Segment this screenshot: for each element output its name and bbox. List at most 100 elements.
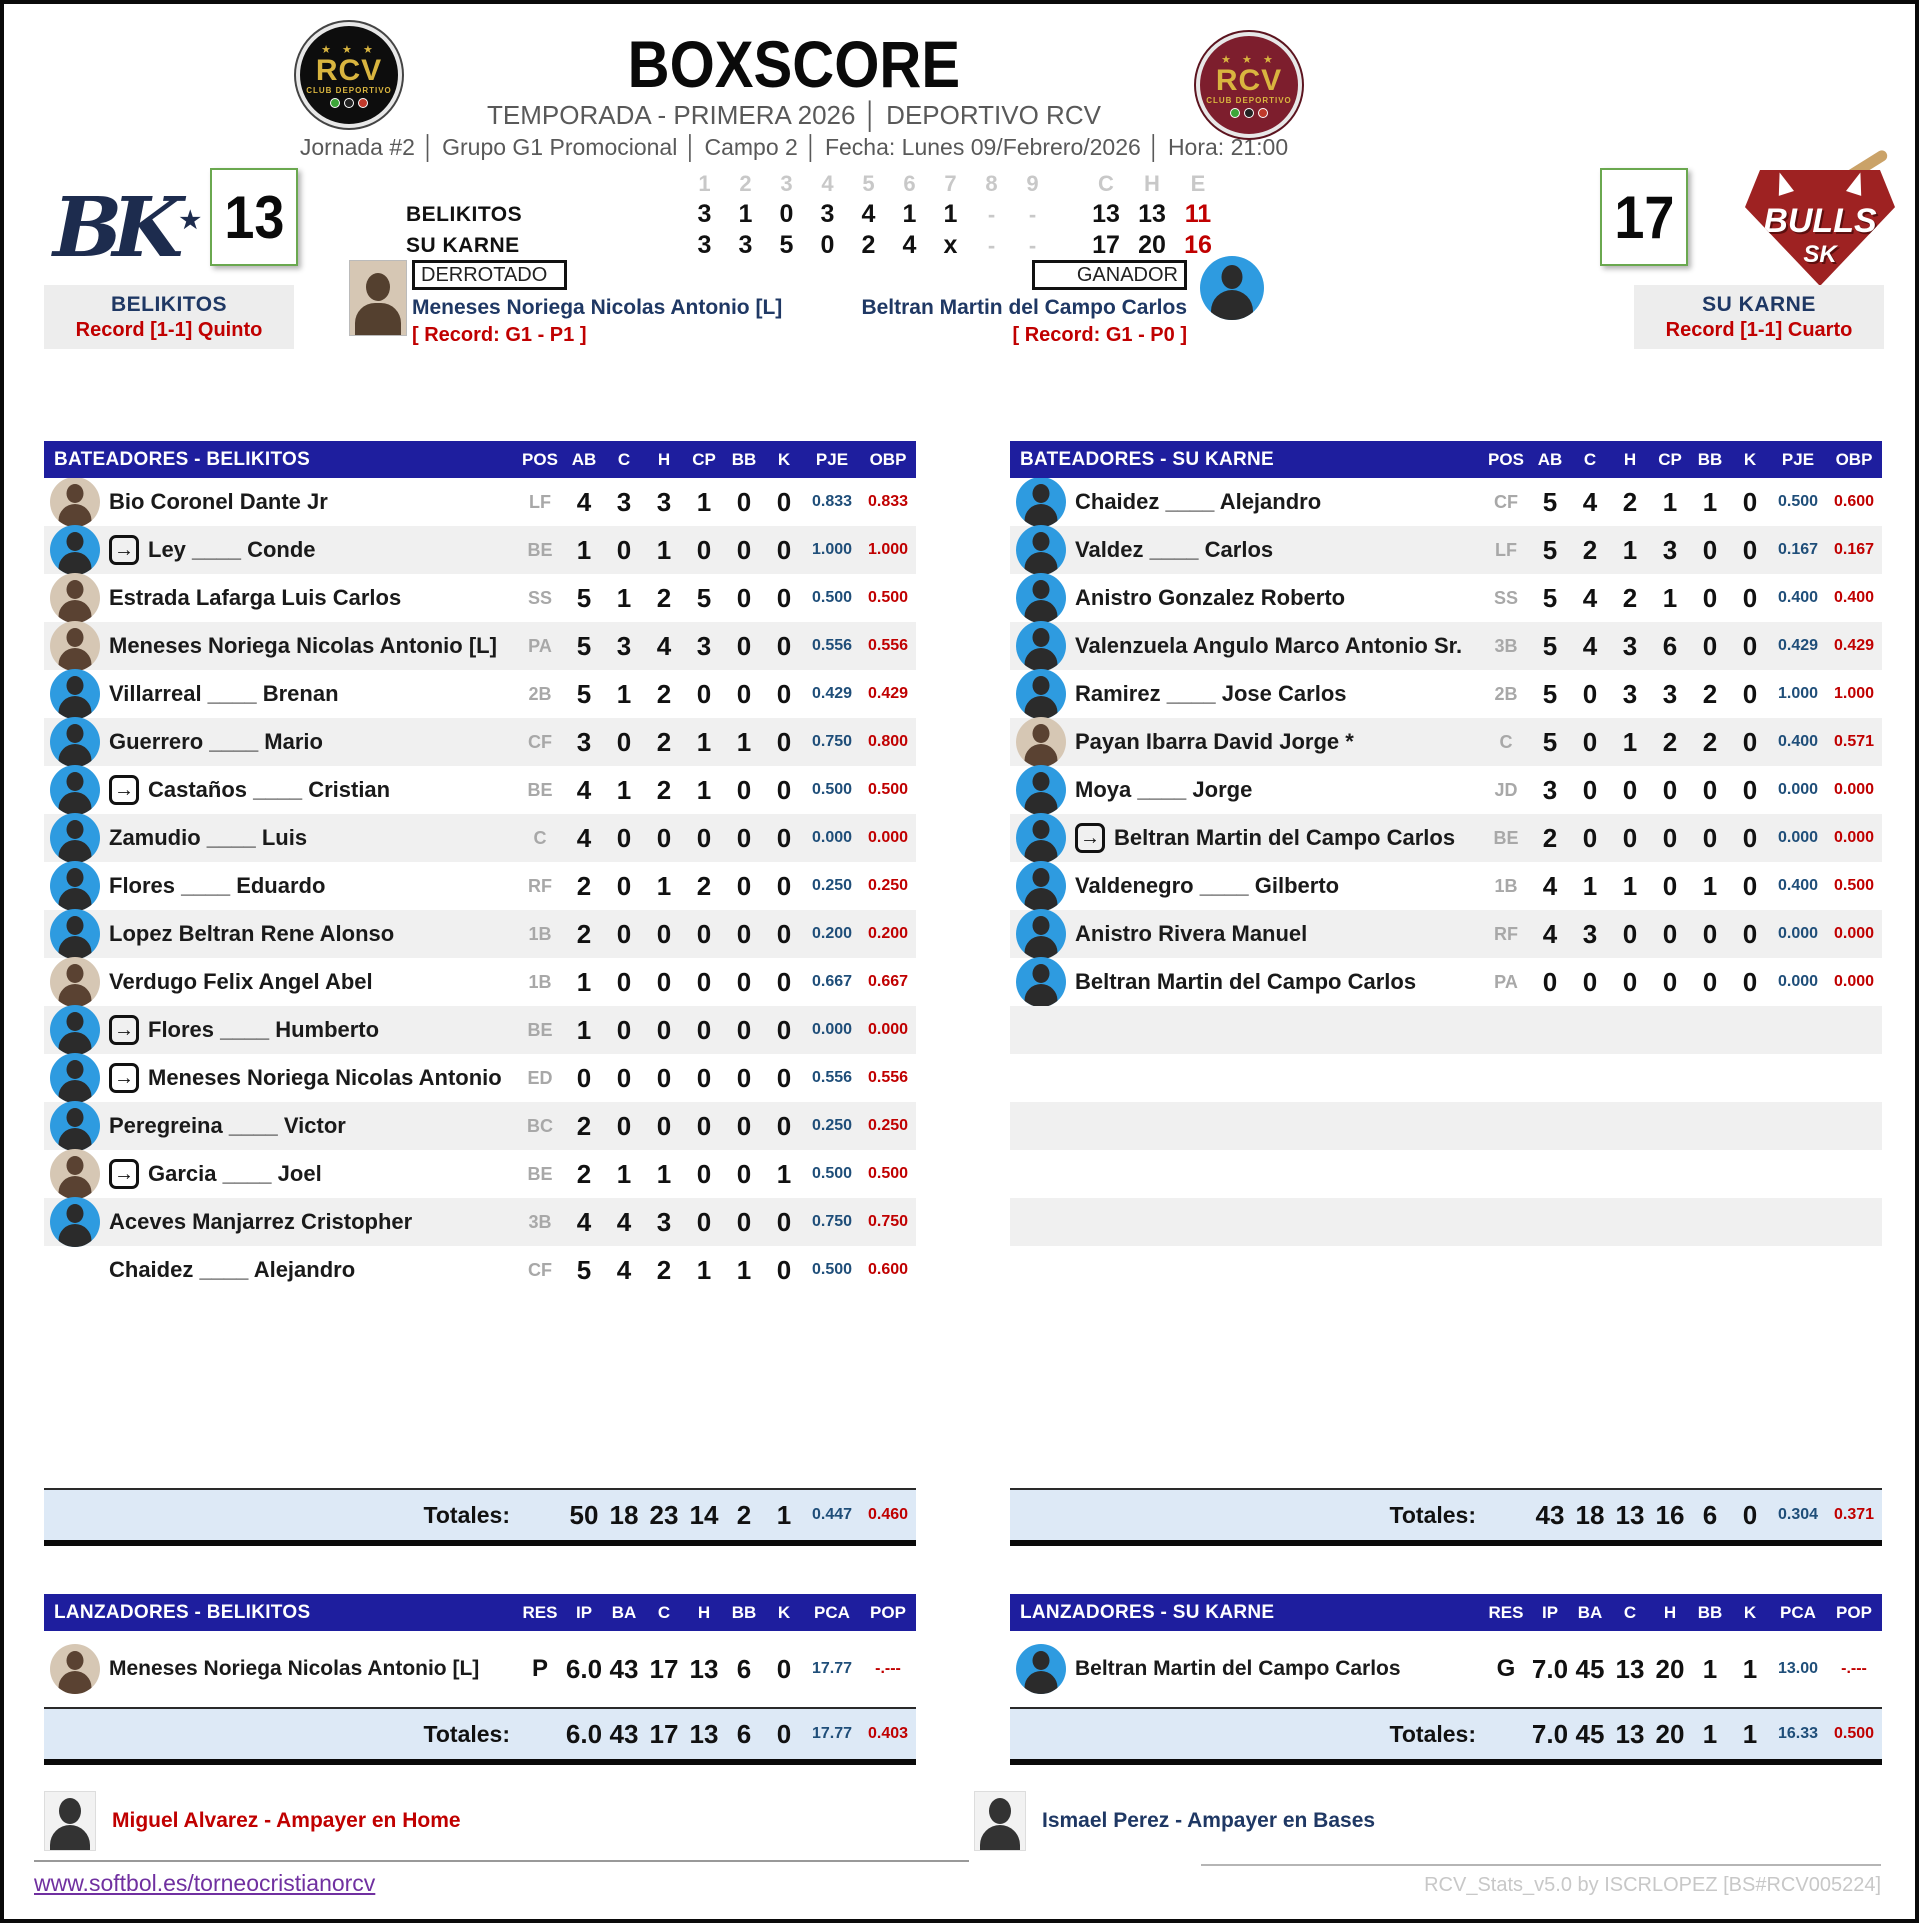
- runs-cell: 17: [649, 1653, 679, 1684]
- footer-link[interactable]: www.softbol.es/torneocristianorcv: [34, 1870, 376, 1896]
- batting-table-belikitos: BATEADORES - BELIKITOS POS AB C H CP BB …: [44, 441, 916, 1546]
- column-header-c: C: [617, 449, 631, 469]
- team-record: Record [1-1] Quinto: [75, 318, 263, 341]
- totals-h: 23: [649, 1499, 679, 1530]
- player-name-area: Peregreina ____ Victor: [44, 1101, 516, 1151]
- column-header-k: K: [777, 449, 791, 469]
- player-row: Lopez Beltran Rene Alonso 1B 2 0 0 0 0 0…: [44, 909, 916, 959]
- hits-cell: 13: [689, 1653, 719, 1684]
- runs-cell: 0: [1582, 966, 1598, 997]
- column-header-c: C: [1623, 1602, 1637, 1622]
- position-cell: 2B: [1494, 683, 1518, 704]
- walks-cell: 0: [1702, 966, 1718, 997]
- totals-ab: 43: [1535, 1499, 1565, 1530]
- strikeouts-cell: 0: [776, 630, 792, 661]
- strikeouts-cell: 0: [776, 1206, 792, 1237]
- player-name-area: Moya ____ Jorge: [1010, 765, 1482, 815]
- walks-cell: 2: [1702, 726, 1718, 757]
- position-cell: BE: [527, 779, 553, 800]
- player-avatar: [50, 813, 100, 863]
- player-avatar: [1016, 861, 1066, 911]
- empty-rows-filler: [1010, 1006, 1882, 1294]
- pitcher-rows: Beltran Martin del Campo Carlos G 7.0 45…: [1010, 1631, 1882, 1707]
- avg-cell: 0.400: [1777, 589, 1819, 606]
- column-header-ip: IP: [575, 1602, 593, 1622]
- season-subtitle: TEMPORADA - PRIMERA 2026 │ DEPORTIVO RCV: [487, 100, 1101, 130]
- player-name-area: Lopez Beltran Rene Alonso: [44, 909, 516, 959]
- logo-sport-dots: [330, 97, 368, 108]
- column-header-h: H: [1663, 1602, 1677, 1622]
- rbi-cell: 3: [696, 630, 712, 661]
- avg-cell: 0.200: [811, 925, 853, 942]
- rbi-cell: 1: [696, 1254, 712, 1285]
- column-header-ip: IP: [1541, 1602, 1559, 1622]
- runs-cell: 0: [1582, 678, 1598, 709]
- team-name: SU KARNE: [1702, 292, 1816, 316]
- column-header-obp: OBP: [1835, 449, 1873, 469]
- ab-cell: 0: [1542, 966, 1558, 997]
- pitcher-row: Meneses Noriega Nicolas Antonio [L] P 6.…: [44, 1631, 916, 1707]
- avg-cell: 0.000: [1777, 973, 1819, 990]
- inning-value: 4: [861, 200, 876, 228]
- player-avatar: [1016, 669, 1066, 719]
- player-name-area: Chaidez ____ Alejandro: [44, 1245, 516, 1295]
- batting-section: BATEADORES - BELIKITOS POS AB C H CP BB …: [4, 441, 1915, 1546]
- avg-cell: 0.000: [1777, 925, 1819, 942]
- column-header-obp: OBP: [869, 449, 907, 469]
- avg-cell: 0.250: [811, 877, 853, 894]
- batters-faced-cell: 43: [609, 1653, 639, 1684]
- logo-stars: ★ ★ ★: [321, 43, 377, 56]
- obp-cell: 0.667: [867, 973, 909, 990]
- rbi-cell: 1: [1662, 486, 1678, 517]
- runs-header: C: [1098, 170, 1114, 196]
- logo-subtext: CLUB DEPORTIVO: [306, 85, 392, 95]
- strikeouts-cell: 0: [776, 1062, 792, 1093]
- player-avatar: [50, 1197, 100, 1247]
- position-cell: 2B: [528, 683, 552, 704]
- column-header-ba: BA: [611, 1602, 637, 1622]
- team-record-card-sukarne: SU KARNE Record [1-1] Cuarto: [1634, 285, 1884, 349]
- strikeouts-cell: 0: [776, 1014, 792, 1045]
- player-avatar: [1016, 1644, 1066, 1694]
- player-name: Anistro Rivera Manuel: [1075, 921, 1308, 946]
- era-cell: 13.00: [1777, 1660, 1819, 1677]
- belikitos-score: 13: [223, 183, 285, 251]
- strikeouts-cell: 0: [1742, 534, 1758, 565]
- hits-cell: 0: [1622, 918, 1638, 949]
- obp-cell: 0.000: [1833, 829, 1875, 846]
- hits-cell: 3: [1622, 678, 1638, 709]
- runs-cell: 13: [1615, 1653, 1645, 1684]
- batting-totals-row: Totales: 50 18 23 14 2 1 0.447 0.460: [44, 1488, 916, 1546]
- player-name: Ramirez ____ Jose Carlos: [1075, 681, 1347, 706]
- player-row: → Ley ____ Conde BE 1 0 1 0 0 0 1.000 1.…: [44, 525, 916, 575]
- hits-cell: 0: [656, 1110, 672, 1141]
- rbi-cell: 5: [696, 582, 712, 613]
- avg-cell: 0.556: [811, 1069, 853, 1086]
- rbi-cell: 0: [696, 678, 712, 709]
- runs-cell: 0: [616, 1062, 632, 1093]
- totals-ba: 43: [609, 1718, 639, 1749]
- player-avatar: [50, 1644, 100, 1694]
- player-name-area: Villarreal ____ Brenan: [44, 669, 516, 719]
- pitcher-row: Beltran Martin del Campo Carlos G 7.0 45…: [1010, 1631, 1882, 1707]
- player-name-area: Payan Ibarra David Jorge *: [1010, 717, 1482, 767]
- runs-cell: 0: [616, 1014, 632, 1045]
- totals-pop: 0.403: [867, 1725, 909, 1742]
- player-avatar: [1016, 717, 1066, 767]
- page-title-text: BOXSCORE: [627, 27, 961, 101]
- runs-cell: 1: [616, 774, 632, 805]
- rbi-cell: 2: [696, 870, 712, 901]
- column-header-cp: CP: [692, 449, 716, 469]
- hits-cell: 2: [656, 726, 672, 757]
- avg-cell: 0.167: [1777, 541, 1819, 558]
- rbi-cell: 2: [1662, 726, 1678, 757]
- player-avatar: [1016, 525, 1066, 575]
- totals-h: 13: [689, 1718, 719, 1749]
- inning-value: -: [1028, 232, 1037, 258]
- walks-cell: 1: [1702, 870, 1718, 901]
- rbi-cell: 0: [696, 1206, 712, 1237]
- player-name-area: Flores ____ Eduardo: [44, 861, 516, 911]
- player-avatar: [50, 909, 100, 959]
- totals-cp: 16: [1655, 1499, 1685, 1530]
